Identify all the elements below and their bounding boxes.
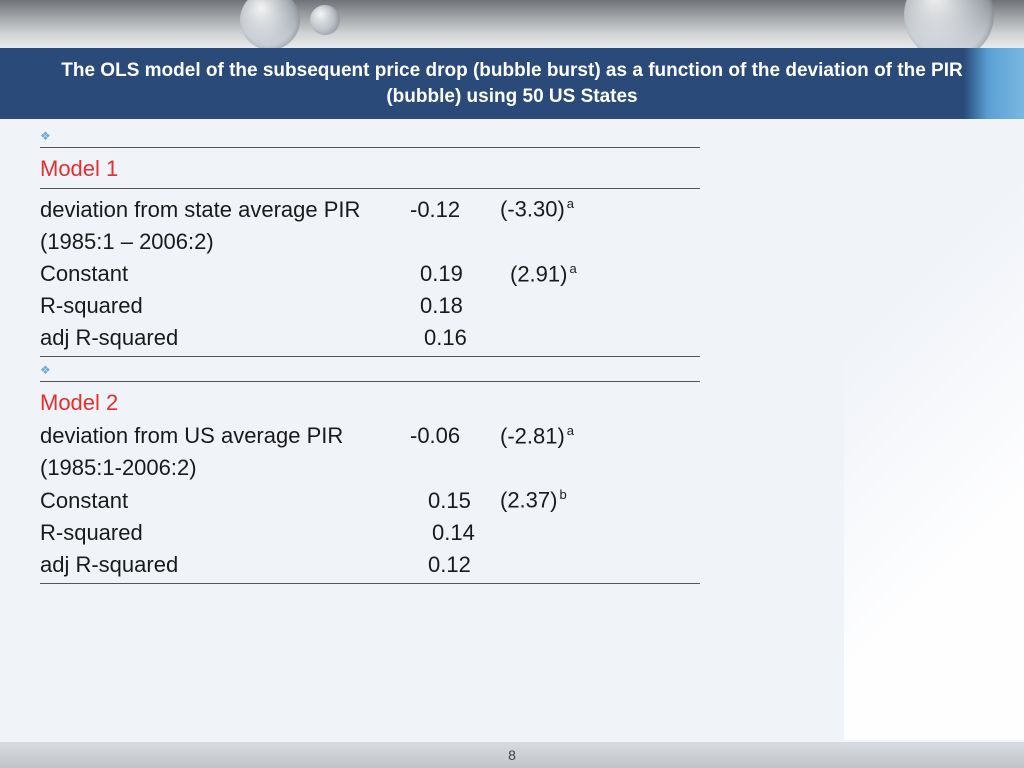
row-coef: -0.06: [410, 423, 500, 449]
row-label: Constant: [40, 488, 410, 514]
droplet-icon: [240, 0, 300, 50]
page-number: 8: [508, 747, 516, 763]
bullet-icon: ❖: [40, 127, 740, 145]
row-tstat: (-2.81)a: [500, 423, 610, 449]
rule: [40, 356, 700, 357]
row-coef: 0.18: [410, 293, 500, 319]
rule: [40, 381, 700, 382]
rule: [40, 147, 700, 148]
row-label: R-squared: [40, 293, 410, 319]
row-label: adj R-squared: [40, 325, 410, 351]
rule: [40, 583, 700, 584]
row-coef: 0.12: [410, 552, 500, 578]
row-coef: 0.16: [410, 325, 500, 351]
model1-section: ❖ Model 1 deviation from state average P…: [40, 127, 740, 357]
row-label: R-squared: [40, 520, 410, 546]
slide-title-bar: The OLS model of the subsequent price dr…: [0, 48, 1024, 119]
table-row: deviation from US average PIR -0.06 (-2.…: [40, 420, 740, 452]
table-row: R-squared 0.14: [40, 517, 740, 549]
table-row: Constant 0.15 (2.37)b: [40, 484, 740, 516]
model2-section: ❖ Model 2 deviation from US average PIR …: [40, 361, 740, 584]
row-tstat: (2.91)a: [500, 261, 610, 287]
row-subnote: (1985:1-2006:2): [40, 452, 740, 484]
row-coef: -0.12: [410, 197, 500, 223]
row-coef: 0.14: [410, 520, 500, 546]
row-label: deviation from US average PIR: [40, 423, 410, 449]
slide-title: The OLS model of the subsequent price dr…: [61, 60, 962, 107]
droplet-icon: [310, 5, 340, 35]
table-row: Constant 0.19 (2.91)a: [40, 258, 740, 290]
top-decoration: [0, 0, 1024, 48]
row-label: deviation from state average PIR: [40, 197, 410, 223]
footer-bar: 8: [0, 742, 1024, 768]
row-subnote: (1985:1 – 2006:2): [40, 226, 740, 258]
rule: [40, 188, 700, 189]
model1-heading: Model 1: [40, 152, 740, 186]
row-tstat: (2.37)b: [500, 487, 610, 513]
title-accent: [964, 48, 1024, 119]
table-row: R-squared 0.18: [40, 290, 740, 322]
row-coef: 0.15: [410, 488, 500, 514]
table-row: adj R-squared 0.12: [40, 549, 740, 581]
table-row: adj R-squared 0.16: [40, 322, 740, 354]
model2-heading: Model 2: [40, 386, 740, 420]
bullet-icon: ❖: [40, 361, 740, 379]
table-row: deviation from state average PIR -0.12 (…: [40, 193, 740, 225]
row-label: adj R-squared: [40, 552, 410, 578]
row-tstat: (-3.30)a: [500, 196, 610, 222]
row-label: Constant: [40, 261, 410, 287]
content-area: ❖ Model 1 deviation from state average P…: [0, 119, 1024, 583]
row-coef: 0.19: [410, 261, 500, 287]
